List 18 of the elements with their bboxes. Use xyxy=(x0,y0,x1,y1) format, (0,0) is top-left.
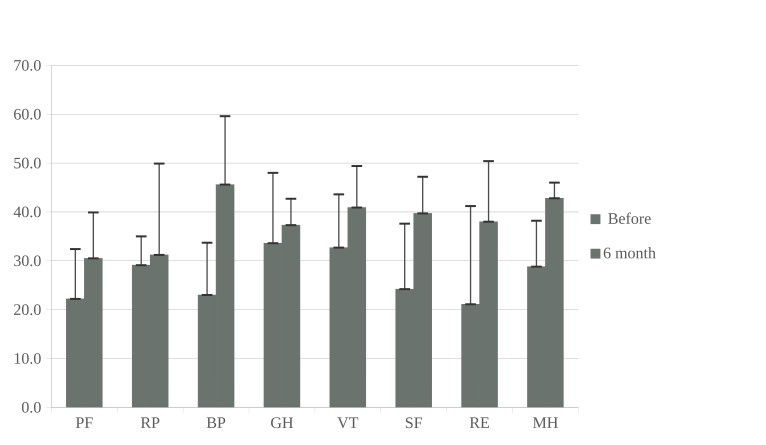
x-tick-label: GH xyxy=(271,417,294,428)
x-tick-label: SF xyxy=(406,417,422,428)
legend-label: 6 month xyxy=(604,247,656,258)
y-tick-label: 10.0 xyxy=(14,353,41,364)
x-tick-label: RP xyxy=(140,417,160,428)
y-tick-label: 50.0 xyxy=(14,158,41,169)
y-tick-label: 0.0 xyxy=(22,402,41,413)
y-tick-label: 30.0 xyxy=(14,255,41,266)
x-tick-label: MH xyxy=(533,417,558,428)
y-tick-label: 60.0 xyxy=(14,108,41,120)
x-tick-label: PF xyxy=(76,417,93,428)
y-tick-label: 40.0 xyxy=(14,206,41,218)
legend-label: Before xyxy=(608,212,651,224)
x-tick-label: RE xyxy=(470,417,489,428)
x-tick-label: BP xyxy=(206,417,226,428)
y-tick-label: 70.0 xyxy=(14,60,41,71)
x-tick-label: VT xyxy=(337,417,358,428)
y-tick-label: 20.0 xyxy=(14,304,41,316)
